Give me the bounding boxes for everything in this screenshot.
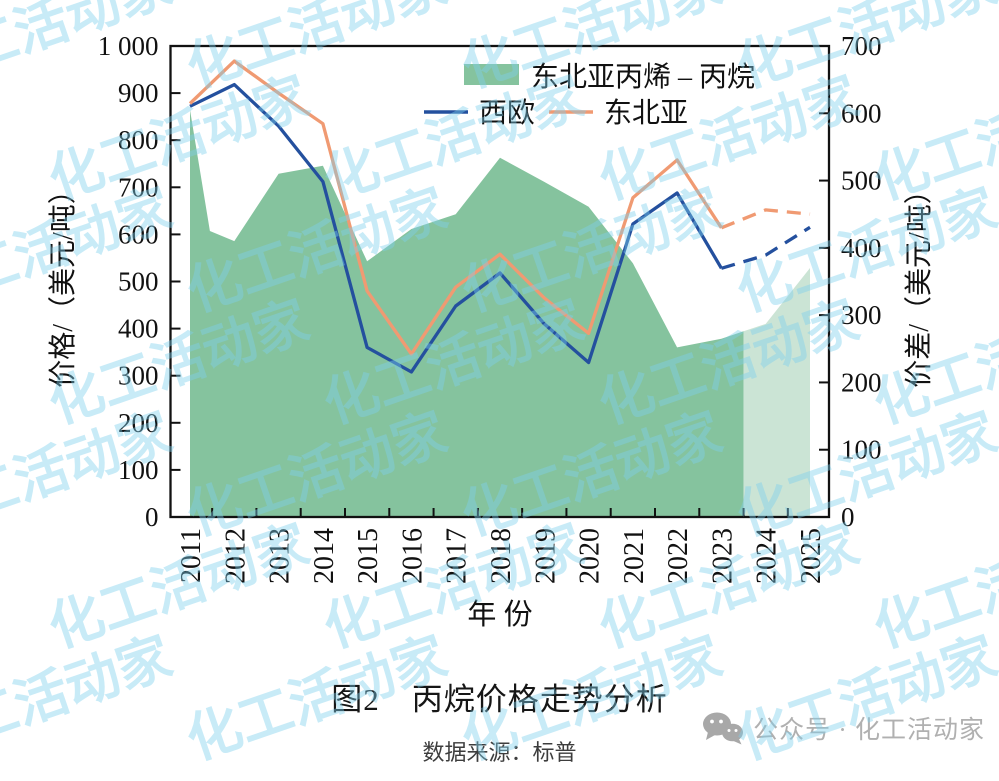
legend-swatch-spread [464, 64, 519, 85]
left-axis-tick-label: 600 [118, 219, 159, 249]
x-axis-year-label: 2021 [619, 528, 650, 584]
x-axis-year-label: 2015 [353, 528, 384, 584]
line-ne-asia-forecast-dashed [720, 208, 811, 230]
right-axis-tick-label: 0 [841, 502, 855, 532]
right-axis-title: 价差/（美元/吨） [903, 176, 935, 388]
left-axis-tick-label: 900 [118, 78, 159, 108]
x-axis-year-label: 2011 [176, 528, 207, 583]
right-axis-tick-label: 400 [841, 233, 882, 263]
right-axis-tick-label: 600 [841, 98, 882, 128]
right-axis-tick-label: 300 [841, 300, 882, 330]
right-axis-tick-label: 500 [841, 166, 882, 196]
x-axis-year-label: 2018 [486, 528, 517, 584]
chart-canvas: 0 100 200 300 400 500 600 700 800 900 1 000 0 100 200… [47, 31, 935, 631]
legend-label-ne-asia: 东北亚 [604, 97, 688, 129]
right-axis-tick-label: 100 [841, 435, 882, 465]
x-axis-year-label: 2025 [796, 528, 827, 584]
x-axis-year-label: 2012 [220, 528, 251, 584]
x-axis-year-label: 2016 [397, 528, 428, 584]
x-axis-year-label: 2022 [663, 528, 694, 584]
left-axis-tick-label: 400 [118, 314, 159, 344]
area-spread-forecast [743, 268, 810, 517]
left-axis-tick-label: 0 [145, 502, 159, 532]
area-ne-asia-propylene-propane-spread [190, 109, 744, 518]
left-axis-tick-label: 100 [118, 455, 159, 485]
left-axis-tick-label: 1 000 [98, 31, 159, 61]
line-west-europe-solid [189, 82, 723, 374]
x-axis-year-label: 2020 [575, 528, 606, 584]
data-source-note: 数据来源：标普 [422, 740, 577, 765]
left-axis-tick-label: 500 [118, 267, 159, 297]
x-axis-title: 年 份 [467, 598, 532, 631]
x-axis-year-label: 2013 [265, 528, 296, 584]
right-axis-tick-label: 200 [841, 367, 882, 397]
wechat-icon [703, 712, 744, 745]
x-axis-year-label: 2023 [707, 528, 738, 584]
left-axis-tick-label: 800 [118, 125, 159, 155]
x-axis-year-label: 2014 [309, 528, 340, 584]
legend-label-spread: 东北亚丙烯 – 丙烷 [531, 61, 755, 93]
line-ne-asia-solid [188, 59, 723, 356]
wechat-account-badge: 公众号 · 化工活动家 [702, 710, 985, 746]
x-axis-year-label: 2024 [752, 528, 783, 584]
right-axis-tick-label: 700 [841, 31, 882, 61]
left-axis-tick-label: 300 [118, 361, 159, 391]
wechat-account-label: 公众号 · 化工活动家 [753, 717, 985, 744]
legend-label-west-europe: 西欧 [479, 97, 535, 129]
left-axis-tick-label: 200 [118, 408, 159, 438]
left-axis-tick-label: 700 [118, 172, 159, 202]
line-west-europe-forecast-dashed [720, 225, 811, 270]
x-axis-year-label: 2019 [530, 528, 561, 584]
left-axis-title: 价格/（美元/吨） [47, 176, 79, 388]
x-axis-year-label: 2017 [442, 528, 473, 584]
figure-title: 图2 丙烷价格走势分析 [331, 682, 668, 717]
